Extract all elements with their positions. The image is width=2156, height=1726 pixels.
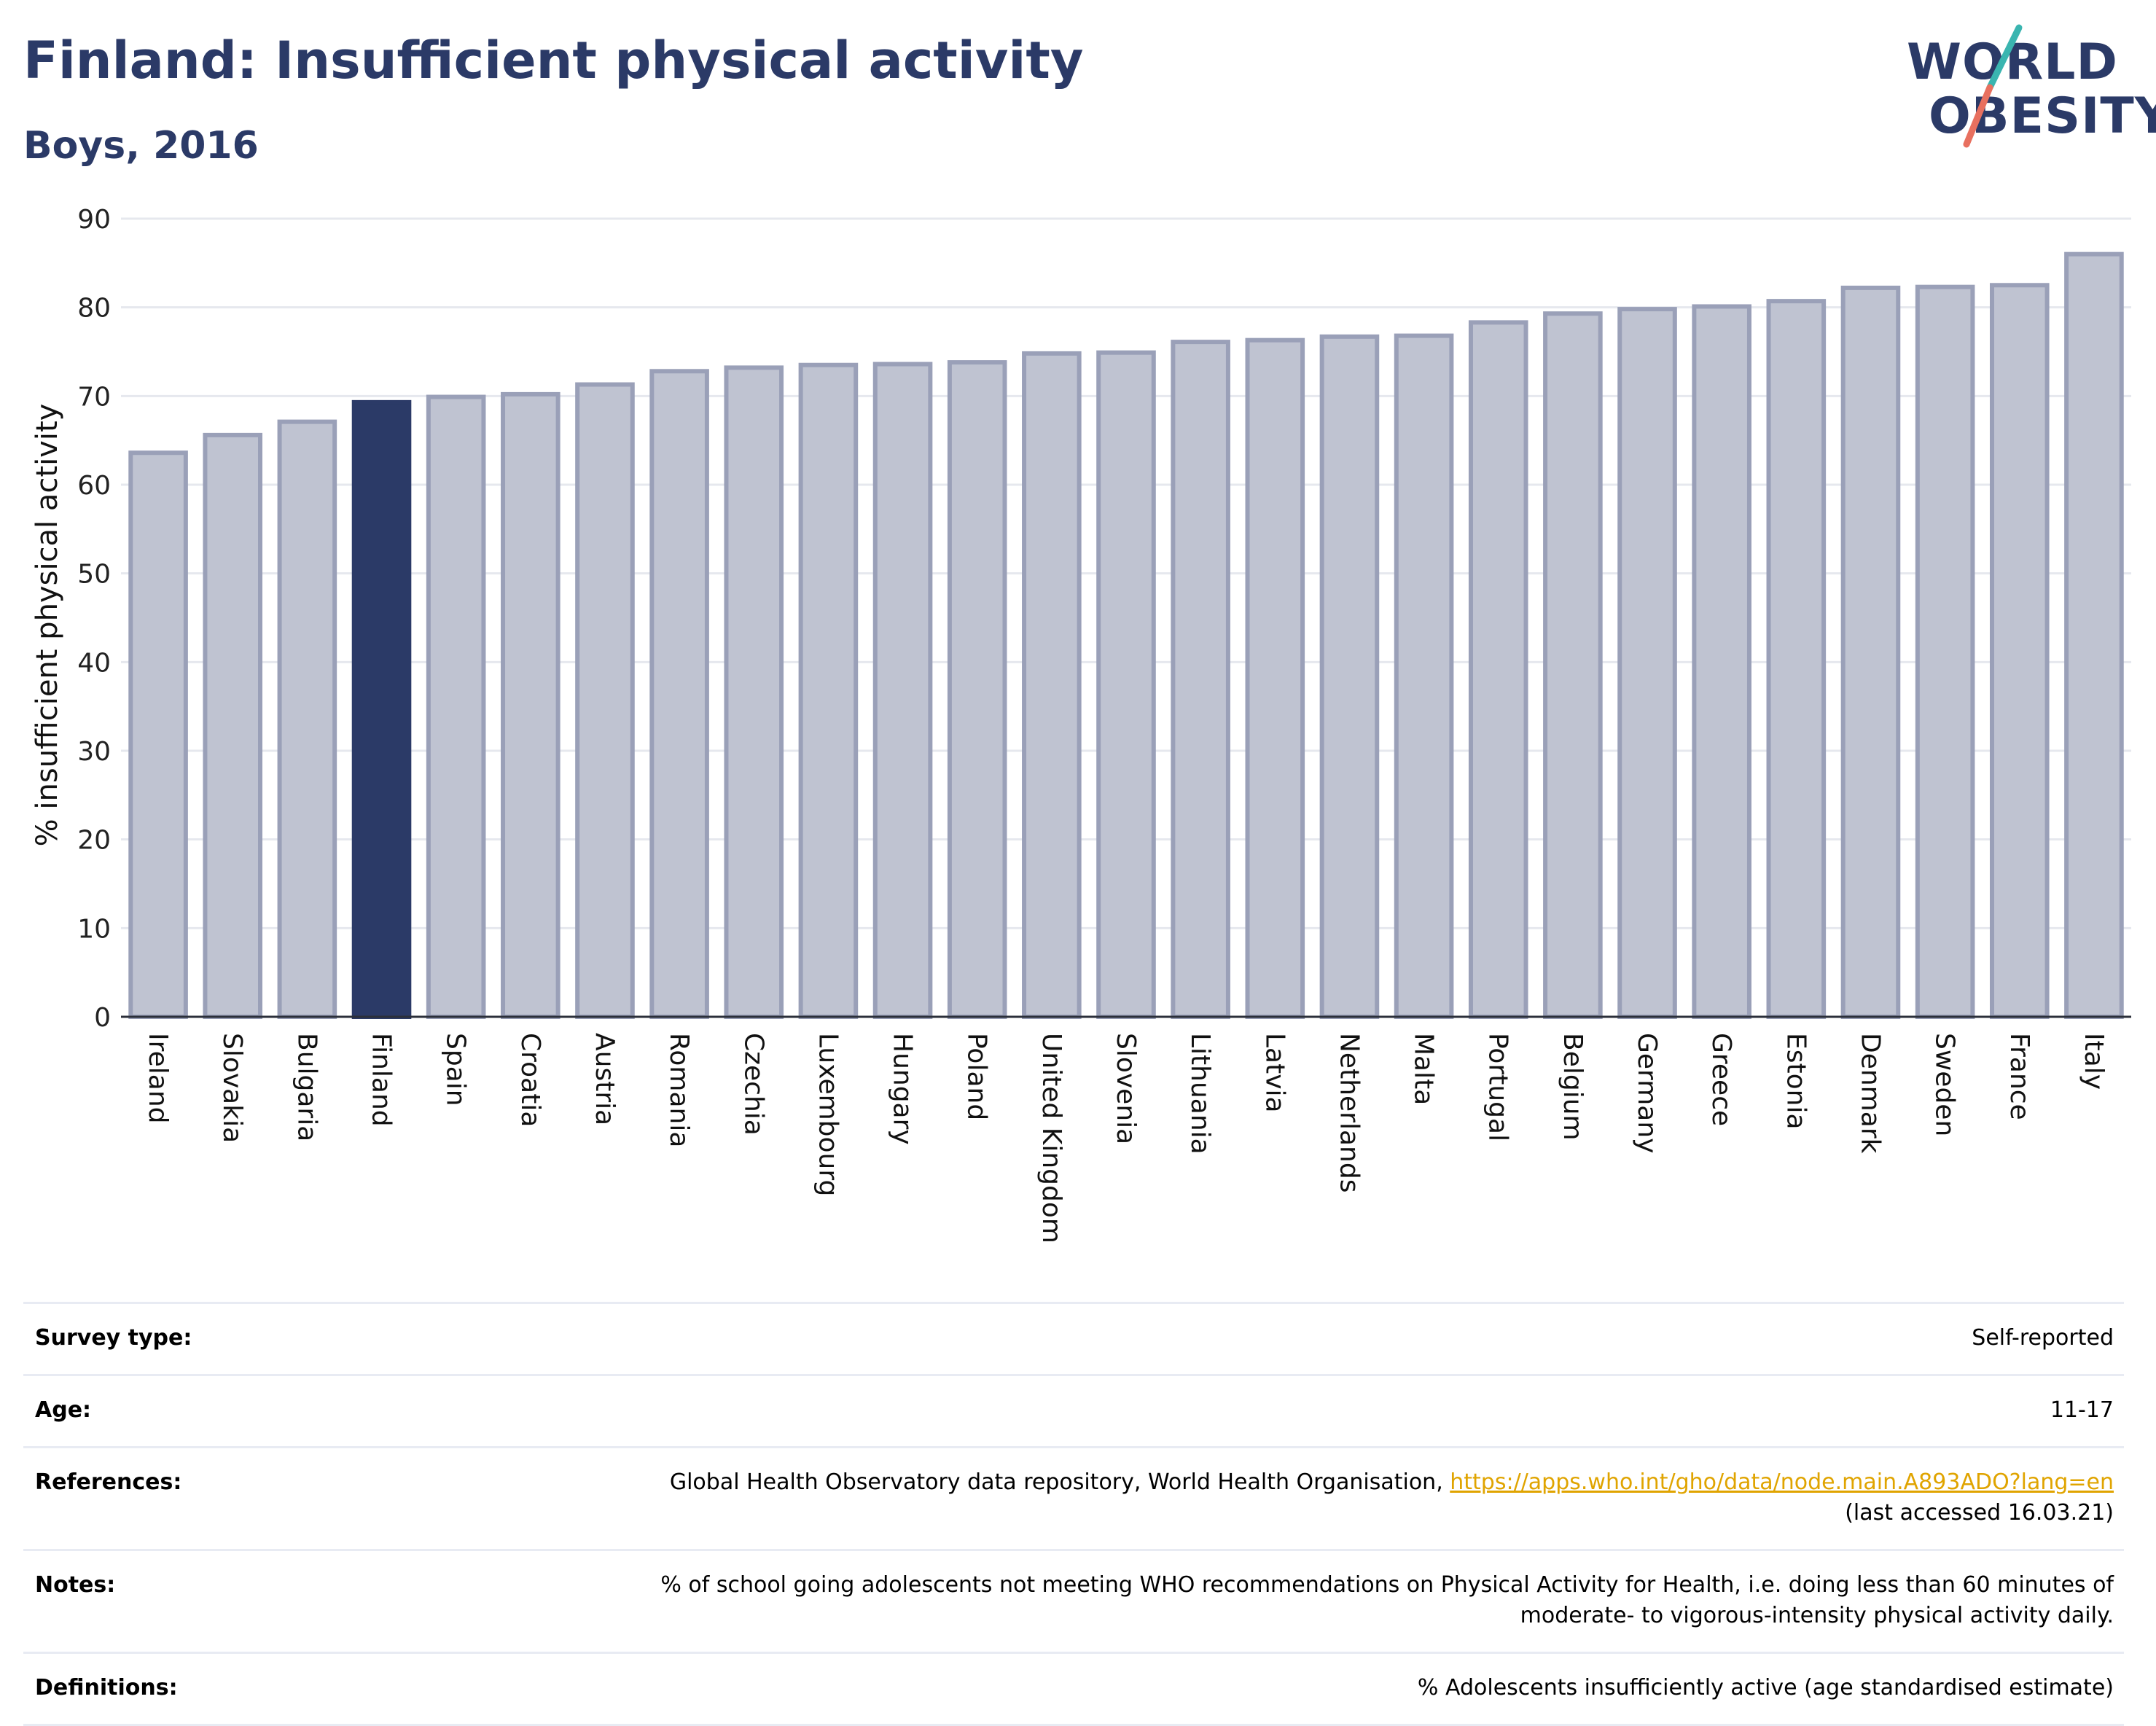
chart-subtitle: Boys, 2016 [23,124,259,168]
x-tick-label: Slovenia [1111,1033,1141,1144]
x-tick-label: Greece [1706,1033,1736,1126]
reference-accessed: (last accessed 16.03.21) [1845,1500,2114,1526]
x-tick-label: Sweden [1930,1033,1960,1136]
x-tick-label: Slovakia [217,1033,247,1143]
x-tick-label: Estonia [1781,1033,1811,1130]
y-tick-label: 60 [77,471,111,501]
meta-row-age: Age: 11-17 [23,1376,2124,1448]
x-tick-label: Croatia [515,1033,545,1127]
meta-row-notes: Notes: % of school going adolescents not… [23,1551,2124,1654]
y-tick-label: 70 [77,382,111,412]
bar-italy [2064,251,2124,1020]
bar-chart: 0 10 20 30 40 50 60 70 80 90 Ireland Slovakia Bulga… [31,205,2131,1243]
meta-value: % of school going adolescents not meetin… [660,1572,2114,1628]
bars [128,251,2124,1020]
bar-denmark [1840,285,1901,1019]
meta-key: Definitions: [35,1675,178,1700]
meta-value: Self-reported [1972,1325,2114,1351]
x-axis-labels: Ireland Slovakia Bulgaria Finland Spain Croat… [143,1033,2109,1243]
logo-line-2: OBESITY [1929,87,2156,145]
x-tick-label: Finland [367,1033,397,1127]
bar-lithuania [1171,340,1230,1020]
x-tick-label: Hungary [888,1033,918,1145]
y-tick-label: 20 [77,826,111,856]
meta-value: Global Health Observatory data repositor… [670,1467,2114,1528]
y-tick-label: 0 [94,1003,111,1033]
bar-hungary [872,362,933,1020]
y-axis-label: % insufficient physical activity [31,404,64,847]
meta-row-references: References: Global Health Observatory da… [23,1448,2124,1551]
bar-netherlands [1319,334,1380,1020]
bar-czechia [724,365,784,1019]
bar-france [1989,283,2050,1019]
bar-united-kingdom [1022,351,1082,1019]
x-tick-label: France [2004,1033,2034,1120]
world-obesity-logo: WORLD OBESITY [1895,22,2156,160]
bar-poland [947,360,1007,1020]
reference-text: Global Health Observatory data repositor… [669,1469,1450,1495]
y-axis-ticks: 0 10 20 30 40 50 60 70 80 90 [77,205,111,1033]
bar-greece [1692,304,1751,1019]
y-tick-label: 10 [77,914,111,944]
chart-title: Finland: Insufficient physical activity [23,31,1084,90]
y-tick-label: 30 [77,737,111,767]
reference-link[interactable]: https://apps.who.int/gho/data/node.main.… [1450,1469,2114,1495]
meta-key: Age: [35,1397,92,1423]
bar-belgium [1543,311,1603,1019]
logo-slash-icon [1963,24,2023,148]
meta-row-definitions: Definitions: % Adolescents insufficientl… [23,1654,2124,1726]
x-tick-label: Poland [962,1033,992,1120]
bar-austria [575,382,635,1019]
bar-malta [1394,333,1454,1020]
x-tick-label: Malta [1409,1033,1439,1105]
x-tick-label: Austria [590,1033,620,1125]
meta-key: Notes: [35,1572,116,1598]
meta-key: References: [35,1469,182,1495]
x-tick-label: Romania [664,1033,694,1147]
x-tick-label: Ireland [143,1033,173,1124]
x-tick-label: Latvia [1259,1033,1289,1113]
x-tick-label: United Kingdom [1036,1033,1066,1243]
x-tick-label: Lithuania [1185,1033,1215,1155]
x-tick-label: Bulgaria [292,1033,321,1141]
meta-key: Survey type: [35,1325,192,1351]
y-tick-label: 80 [77,294,111,324]
bar-slovenia [1096,350,1156,1019]
x-tick-label: Italy [2079,1033,2109,1090]
bar-ireland [128,450,188,1019]
bar-spain [426,394,486,1019]
y-tick-label: 40 [77,648,111,678]
bar-slovakia [203,432,263,1020]
x-tick-label: Netherlands [1334,1033,1364,1192]
bar-croatia [501,391,561,1019]
bar-bulgaria [277,419,337,1020]
meta-value: % Adolescents insufficiently active (age… [1417,1675,2114,1700]
x-tick-label: Spain [441,1033,471,1106]
x-tick-label: Portugal [1483,1033,1513,1141]
bar-portugal [1468,320,1528,1020]
x-tick-label: Denmark [1855,1033,1885,1154]
bar-romania [649,369,709,1019]
meta-value: 11-17 [2050,1397,2114,1423]
y-tick-label: 50 [77,560,111,590]
y-tick-label: 90 [77,205,111,235]
bar-luxembourg [798,362,859,1019]
bar-sweden [1915,284,1975,1019]
x-tick-label: Luxembourg [813,1033,843,1196]
metadata-table: Survey type: Self-reported Age: 11-17 Re… [23,1302,2124,1726]
bar-latvia [1245,337,1305,1019]
meta-row-survey-type: Survey type: Self-reported [23,1304,2124,1376]
bar-finland [351,399,412,1020]
bar-germany [1617,307,1677,1020]
x-tick-label: Belgium [1558,1033,1587,1141]
bar-estonia [1766,299,1827,1019]
x-tick-label: Germany [1632,1033,1662,1153]
x-tick-label: Czechia [738,1033,768,1136]
